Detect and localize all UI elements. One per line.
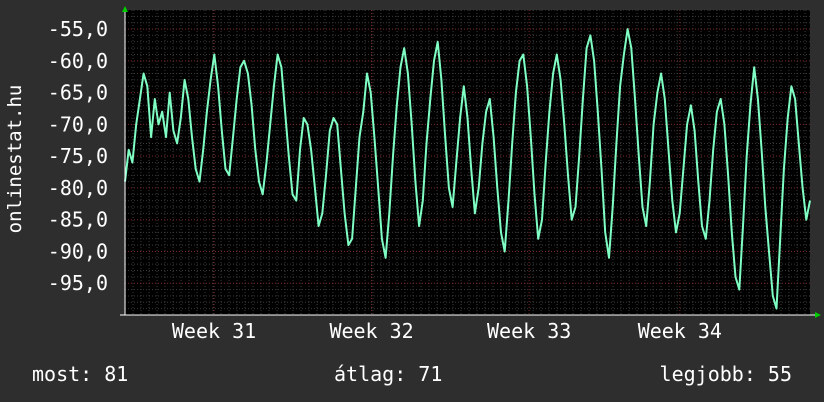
line-chart: -55,0 -60,0 -65,0 -70,0 -75,0 -80,0 -85,0 -90,0… — [48, 6, 821, 343]
y-axis-label-text: onlinestat.hu — [4, 84, 26, 234]
minor-grid — [125, 9, 810, 315]
y-tick-label: -60,0 — [48, 49, 108, 73]
stat-now: most: 81 — [32, 362, 129, 386]
y-axis-ticks: -55,0 -60,0 -65,0 -70,0 -75,0 -80,0 -85,0 -90,0… — [48, 17, 108, 295]
y-tick-label: -70,0 — [48, 112, 108, 136]
y-tick-label: -65,0 — [48, 81, 108, 105]
x-tick-label: Week 32 — [329, 319, 413, 343]
x-axis-arrow-icon — [815, 312, 821, 318]
y-tick-label: -85,0 — [48, 208, 108, 232]
x-tick-label: Week 31 — [172, 319, 256, 343]
y-tick-label: -90,0 — [48, 239, 108, 263]
y-tick-label: -55,0 — [48, 17, 108, 41]
x-tick-label: Week 33 — [487, 319, 571, 343]
stat-best: legjobb: 55 — [659, 362, 792, 386]
stat-average: átlag: 71 — [334, 362, 443, 386]
y-tick-label: -75,0 — [48, 144, 108, 168]
x-tick-label: Week 34 — [638, 319, 722, 343]
y-axis-label: onlinestat.hu — [4, 0, 26, 318]
y-tick-label: -95,0 — [48, 271, 108, 295]
y-axis-arrow-icon — [122, 6, 128, 12]
y-tick-label: -80,0 — [48, 176, 108, 200]
x-axis-ticks: Week 31 Week 32 Week 33 Week 34 — [172, 319, 722, 343]
series-line — [124, 28, 811, 310]
